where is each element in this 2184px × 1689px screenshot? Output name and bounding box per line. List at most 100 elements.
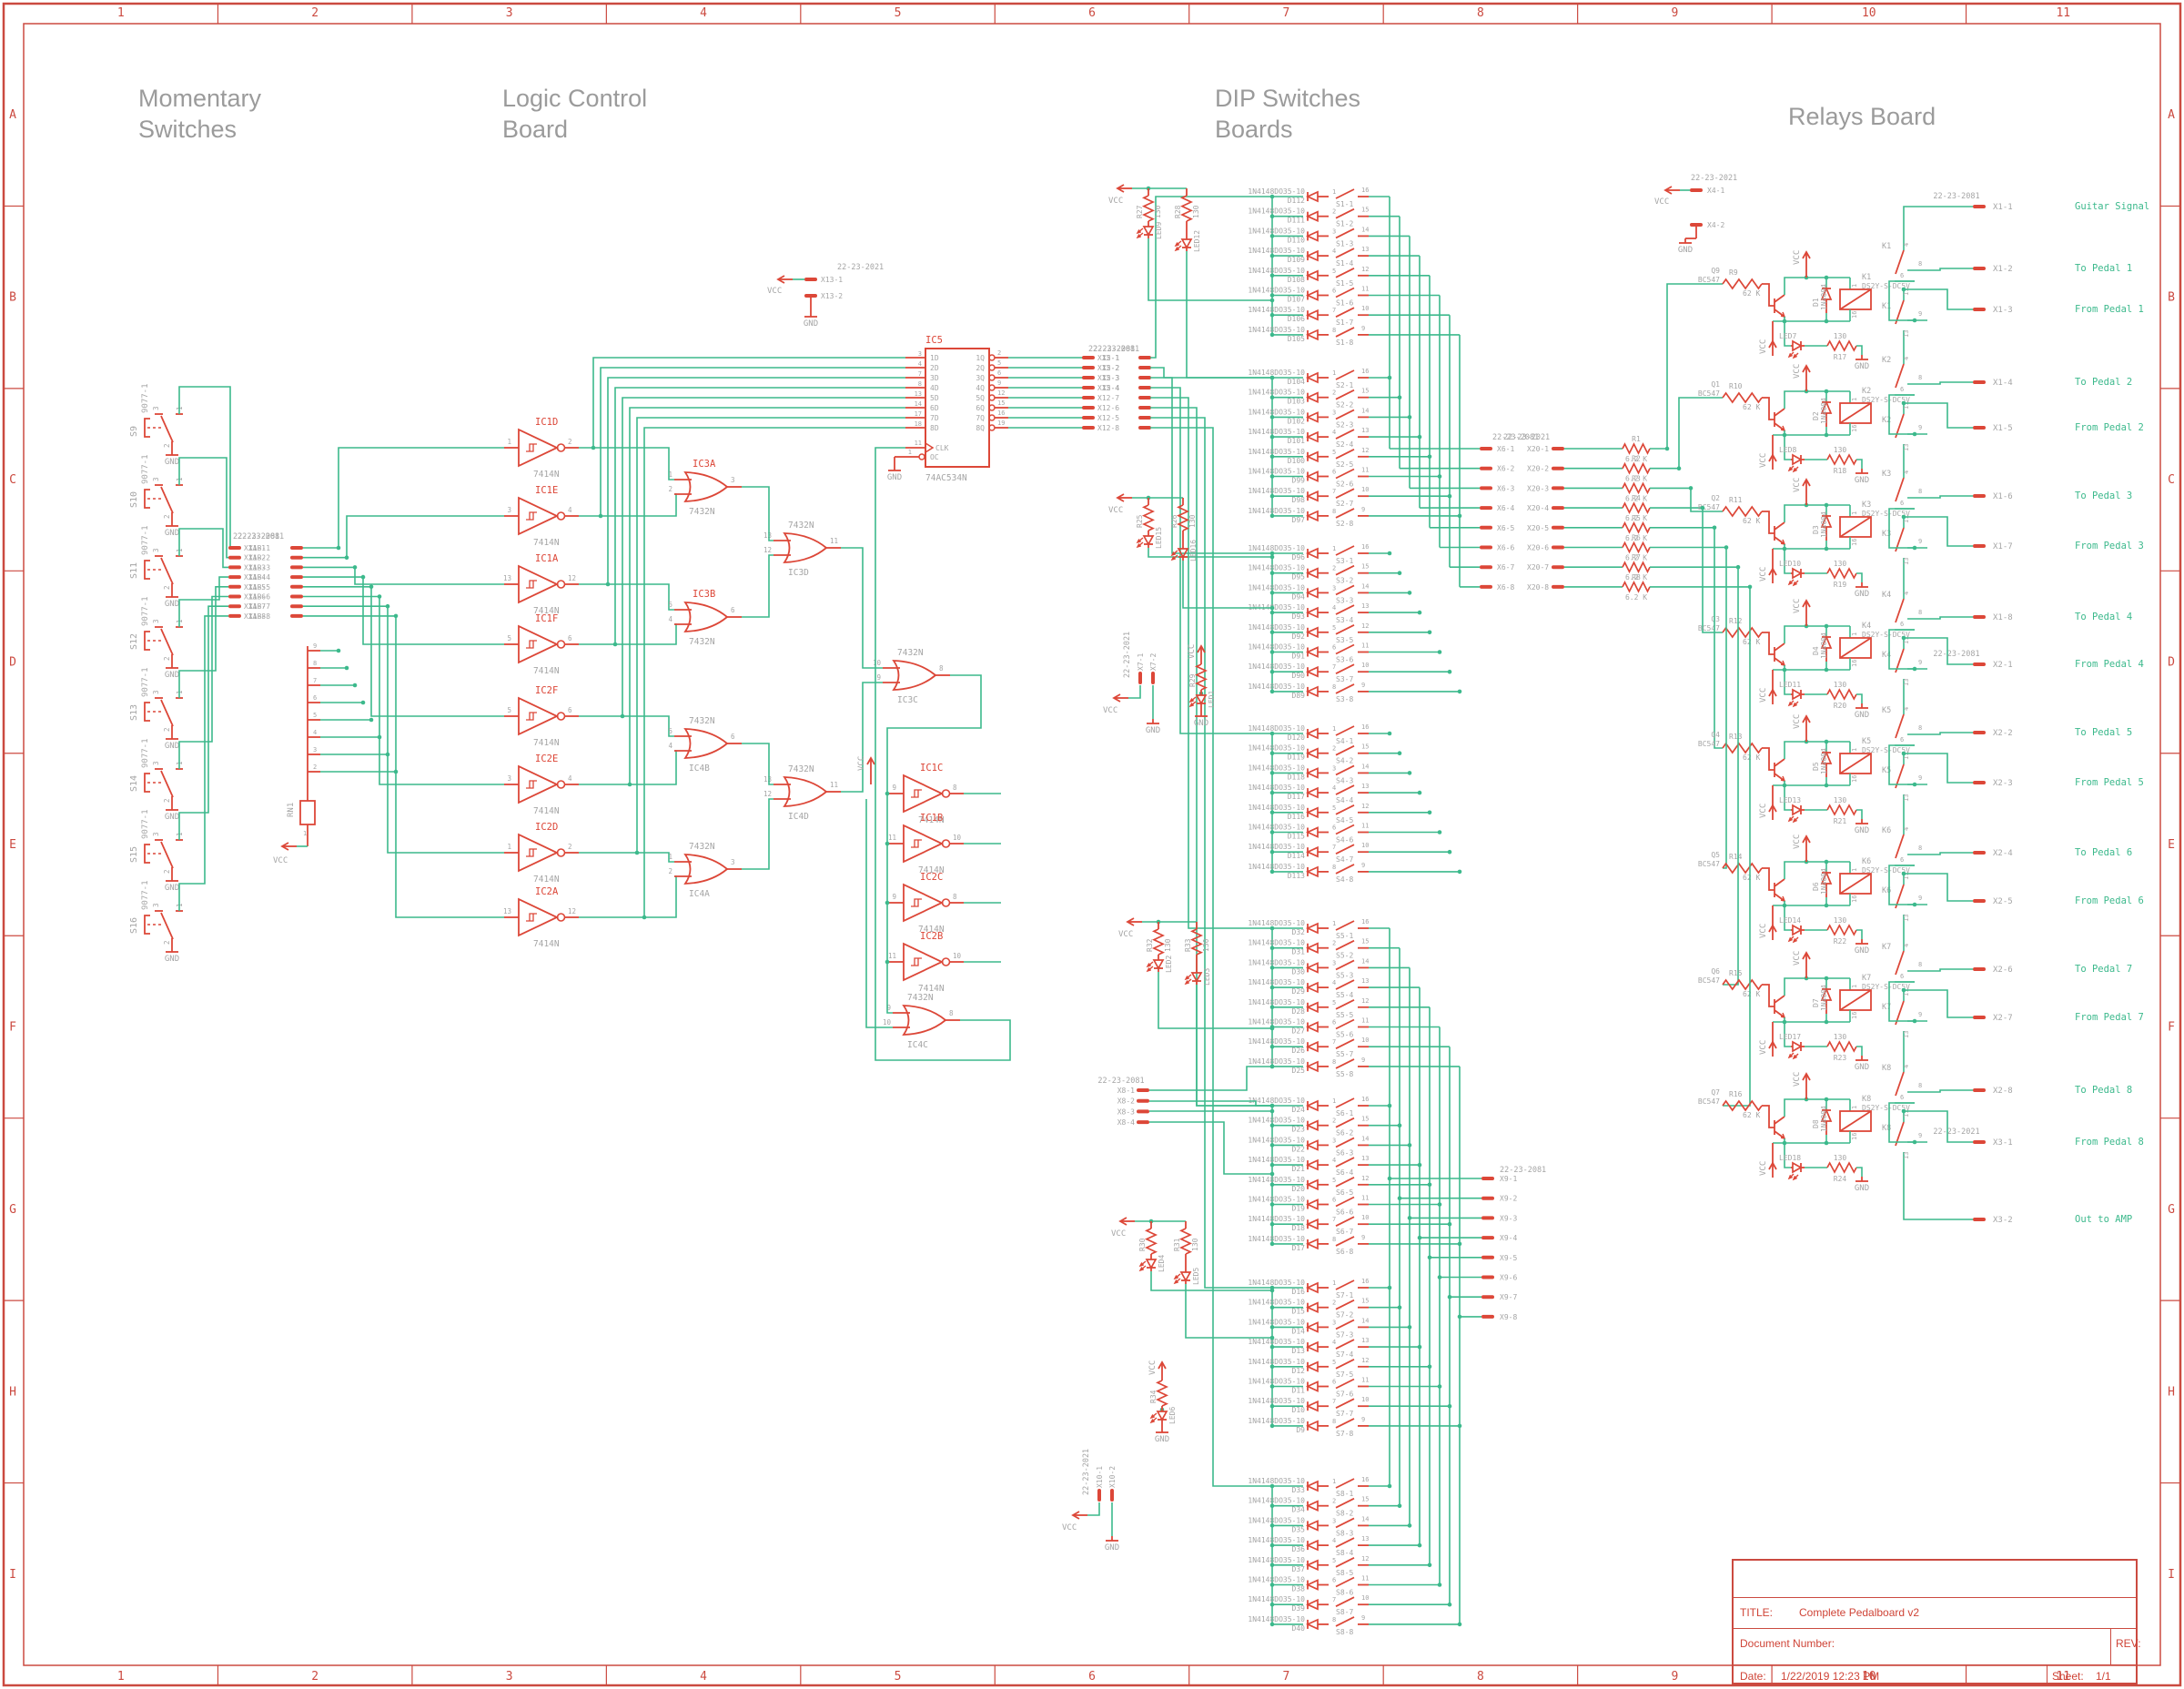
diode[interactable] xyxy=(1305,411,1319,423)
diode[interactable] xyxy=(1305,1301,1319,1314)
inverter[interactable] xyxy=(518,696,560,736)
relay-coil[interactable] xyxy=(1839,753,1872,774)
connector-pad[interactable] xyxy=(228,546,241,550)
led[interactable] xyxy=(1145,1259,1158,1269)
diode[interactable] xyxy=(1305,329,1319,341)
connector-pad[interactable] xyxy=(1137,1109,1149,1114)
connector-pad[interactable] xyxy=(1690,223,1703,227)
or-gate[interactable] xyxy=(683,602,729,632)
connector-pad[interactable] xyxy=(1082,396,1095,399)
connector-pad[interactable] xyxy=(1552,545,1564,550)
connector-pad[interactable] xyxy=(1480,584,1492,589)
led[interactable] xyxy=(1177,548,1189,559)
diode[interactable] xyxy=(1305,1340,1319,1353)
relay-coil[interactable] xyxy=(1839,873,1872,895)
led[interactable] xyxy=(1195,694,1208,705)
connector-pad[interactable] xyxy=(1973,662,1986,666)
diode[interactable] xyxy=(1305,1001,1319,1014)
connector-pad[interactable] xyxy=(1973,1088,1986,1092)
resistor-network[interactable] xyxy=(299,800,316,825)
inverter[interactable] xyxy=(903,824,945,864)
diode[interactable] xyxy=(1305,371,1319,384)
diode[interactable] xyxy=(1305,1218,1319,1230)
connector-pad[interactable] xyxy=(290,594,303,599)
diode[interactable] xyxy=(1305,1381,1319,1392)
diode[interactable] xyxy=(1305,942,1319,955)
diode[interactable] xyxy=(1305,289,1319,301)
connector-pad[interactable] xyxy=(1138,376,1151,379)
connector-pad[interactable] xyxy=(1480,525,1492,530)
diode[interactable] xyxy=(1305,1198,1319,1210)
diode[interactable] xyxy=(1305,269,1319,282)
diode[interactable] xyxy=(1305,962,1319,974)
inverter[interactable] xyxy=(518,428,560,468)
diode[interactable] xyxy=(1305,606,1319,619)
diode[interactable] xyxy=(1305,1360,1319,1373)
led[interactable] xyxy=(1142,535,1155,546)
led[interactable] xyxy=(1792,1161,1803,1174)
inverter[interactable] xyxy=(903,942,945,982)
diode[interactable] xyxy=(1305,430,1319,443)
led[interactable] xyxy=(1190,972,1203,983)
connector-pad[interactable] xyxy=(1082,406,1095,410)
or-gate[interactable] xyxy=(892,660,937,691)
connector-pad[interactable] xyxy=(1138,366,1151,369)
diode[interactable] xyxy=(1305,1158,1319,1171)
connector-pad[interactable] xyxy=(290,584,303,589)
inverter[interactable] xyxy=(903,774,945,814)
relay-coil[interactable] xyxy=(1839,288,1872,310)
connector-pad[interactable] xyxy=(1552,447,1564,450)
diode[interactable] xyxy=(1305,786,1319,799)
connector-pad[interactable] xyxy=(1137,1120,1149,1125)
diode[interactable] xyxy=(1305,747,1319,760)
diode[interactable] xyxy=(1305,981,1319,994)
diode[interactable] xyxy=(1305,1139,1319,1151)
diode[interactable] xyxy=(1305,1119,1319,1132)
led[interactable] xyxy=(1180,238,1193,249)
relay-coil[interactable] xyxy=(1839,989,1872,1011)
diode[interactable] xyxy=(1305,1238,1319,1250)
connector-pad[interactable] xyxy=(1552,584,1564,589)
connector-pad[interactable] xyxy=(228,565,241,570)
connector-pad[interactable] xyxy=(1481,1177,1494,1180)
diode[interactable] xyxy=(1305,1559,1319,1572)
connector-pad[interactable] xyxy=(1097,1489,1101,1502)
connector-pad[interactable] xyxy=(1082,376,1095,379)
connector-pad[interactable] xyxy=(1973,1016,1986,1019)
diode[interactable] xyxy=(1305,490,1319,502)
connector-pad[interactable] xyxy=(1138,396,1151,399)
led[interactable] xyxy=(1792,453,1803,466)
connector-pad[interactable] xyxy=(1973,267,1986,270)
led[interactable] xyxy=(1792,924,1803,936)
diode[interactable] xyxy=(1305,1178,1319,1191)
connector-pad[interactable] xyxy=(1973,1218,1986,1221)
inverter[interactable] xyxy=(518,833,560,873)
relay-coil[interactable] xyxy=(1839,516,1872,538)
or-gate[interactable] xyxy=(783,776,828,807)
connector-pad[interactable] xyxy=(290,565,303,570)
diode[interactable] xyxy=(1305,922,1319,935)
connector-pad[interactable] xyxy=(1481,1236,1494,1240)
diode[interactable] xyxy=(1305,845,1319,858)
or-gate[interactable] xyxy=(783,532,828,563)
connector-pad[interactable] xyxy=(1138,386,1151,389)
connector-pad[interactable] xyxy=(1973,380,1986,384)
connector-pad[interactable] xyxy=(1082,366,1095,369)
led[interactable] xyxy=(1142,226,1155,237)
inverter[interactable] xyxy=(903,883,945,923)
connector-pad[interactable] xyxy=(804,278,817,281)
led[interactable] xyxy=(1792,1040,1803,1053)
diode[interactable] xyxy=(1305,1480,1319,1492)
diode[interactable] xyxy=(1305,190,1319,203)
connector-pad[interactable] xyxy=(1110,1489,1114,1502)
diode[interactable] xyxy=(1305,806,1319,819)
diode[interactable] xyxy=(1305,727,1319,740)
connector-pad[interactable] xyxy=(1480,486,1492,491)
relay-coil[interactable] xyxy=(1839,402,1872,424)
connector-pad[interactable] xyxy=(290,604,303,609)
diode[interactable] xyxy=(1305,1099,1319,1112)
diode[interactable] xyxy=(1305,547,1319,560)
connector-pad[interactable] xyxy=(804,294,817,298)
connector-pad[interactable] xyxy=(1973,899,1986,903)
diode[interactable] xyxy=(1305,1321,1319,1333)
